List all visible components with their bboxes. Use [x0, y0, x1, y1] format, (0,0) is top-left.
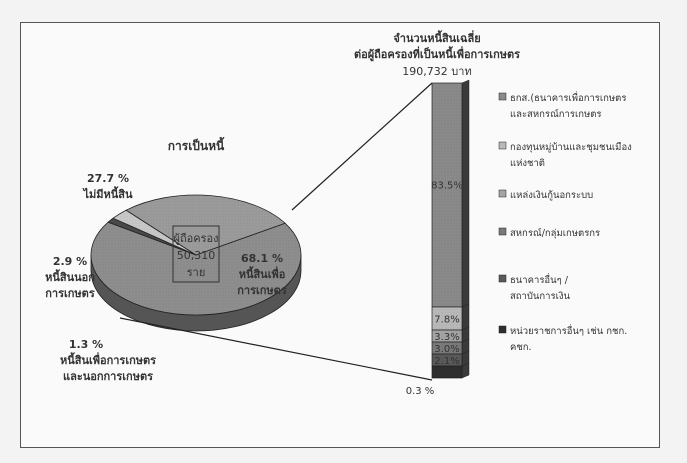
legend-swatch-0: [498, 92, 507, 101]
center-label-box: [172, 225, 220, 283]
stacked-bar-chart: จำนวนหนี้สินเฉลี่ย ต่อผู้ถือครองที่เป็นห…: [354, 30, 520, 397]
bar-title-line2: ต่อผู้ถือครองที่เป็นหนี้เพื่อการเกษตร: [354, 46, 520, 62]
slice-label-no-debt-pct: 27.7 %: [87, 172, 129, 185]
legend-swatch-3: [498, 227, 507, 236]
bar-segments: [431, 82, 463, 379]
legend-label-4-line0: ธนาคารอื่นๆ /: [510, 273, 569, 286]
pie-slice-both-debt-texture: [108, 218, 196, 255]
slice-label-agri-text1: หนี้สินเพื่อ: [239, 266, 286, 281]
legend-label-5-line1: คชก.: [510, 342, 532, 353]
bar-segment-label-2: 3.3%: [434, 332, 459, 343]
pie-slices: [90, 194, 302, 316]
bar-total-label: 190,732 บาท: [402, 65, 471, 78]
legend-swatch-4: [498, 274, 507, 283]
bar-legend: ธกส.(ธนาคารเพื่อการเกษตรและสหกรณ์การเกษต…: [498, 91, 632, 353]
slice-label-agri-pct: 68.1 %: [241, 252, 283, 265]
bar-segment-texture-5: [432, 366, 462, 378]
legend-label-5-line0: หน่วยราชการอื่นๆ เช่น กชก.: [510, 324, 627, 337]
legend-swatch-5: [498, 325, 507, 334]
legend-swatch-2: [498, 189, 507, 198]
pie-slice-no-debt-texture: [126, 195, 286, 255]
bar-side-face: [461, 79, 470, 379]
legend-label-2-line0: แหล่งเงินกู้นอกระบบ: [510, 190, 593, 201]
bar-segment-label-4: 2.1%: [434, 356, 459, 367]
bar-segment-label-5: 0.3 %: [406, 386, 435, 397]
bar-segment-labels: 83.5% 7.8% 3.3%3.0%2.1% 0.3 %: [406, 180, 463, 397]
center-label-line3: ราย: [187, 266, 206, 279]
legend-label-0-line0: ธกส.(ธนาคารเพื่อการเกษตร: [510, 91, 626, 104]
connector-line-top: [291, 82, 433, 211]
bar-segment-side-0: [461, 79, 470, 308]
bar-segment-side-1: [461, 303, 470, 331]
slice-label-no-debt-text: ไม่มีหนี้สิน: [81, 186, 133, 201]
legend-label-1-line0: กองทุนหมู่บ้านและชุมชนเมือง: [510, 142, 632, 153]
bar-segment-texture-3: [432, 342, 462, 354]
legend-swatch-1: [498, 141, 507, 150]
pie-chart: การเป็นหนี้ ผู้ถือครอง 50,310 ราย 27.7 %…: [45, 136, 302, 383]
slice-label-both-text2: และนอกการเกษตร: [63, 370, 153, 383]
bar-segment-label-3: 3.0%: [434, 344, 459, 355]
bar-segment-texture-2: [432, 330, 462, 342]
bar-segment-texture-0: [432, 83, 462, 307]
legend-label-1-line1: แห่งชาติ: [510, 158, 545, 169]
slice-label-agri-text2: การเกษตร: [237, 284, 287, 297]
bar-segment-texture-4: [432, 354, 462, 366]
bar-segment-label-0: 83.5%: [431, 180, 463, 191]
slice-label-both-pct: 1.3 %: [69, 338, 103, 351]
slice-label-nonagri-text2: การเกษตร: [45, 287, 95, 300]
slice-label-both-text1: หนี้สินเพื่อการเกษตร: [60, 352, 156, 367]
pie-slice-nonagri-debt-texture: [113, 210, 196, 255]
center-label-line1: ผู้ถือครอง: [174, 232, 219, 245]
slice-label-nonagri-text1: หนี้สินนอก: [45, 269, 95, 284]
legend-label-4-line1: สถาบันการเงิน: [510, 291, 570, 302]
pie-title: การเป็นหนี้: [168, 136, 225, 153]
legend-label-0-line1: และสหกรณ์การเกษตร: [510, 108, 602, 120]
connector-line-bottom: [119, 317, 433, 381]
bar-segment-label-1: 7.8%: [434, 314, 459, 325]
pie-slice-agri-debt-texture: [90, 222, 302, 316]
bar-title-line1: จำนวนหนี้สินเฉลี่ย: [393, 30, 480, 45]
slice-label-nonagri-pct: 2.9 %: [53, 255, 87, 268]
legend-label-3-line0: สหกรณ์/กลุ่มเกษตรกร: [510, 227, 600, 239]
center-label-line2: 50,310: [177, 249, 216, 262]
bar-segment-texture-1: [432, 306, 462, 330]
